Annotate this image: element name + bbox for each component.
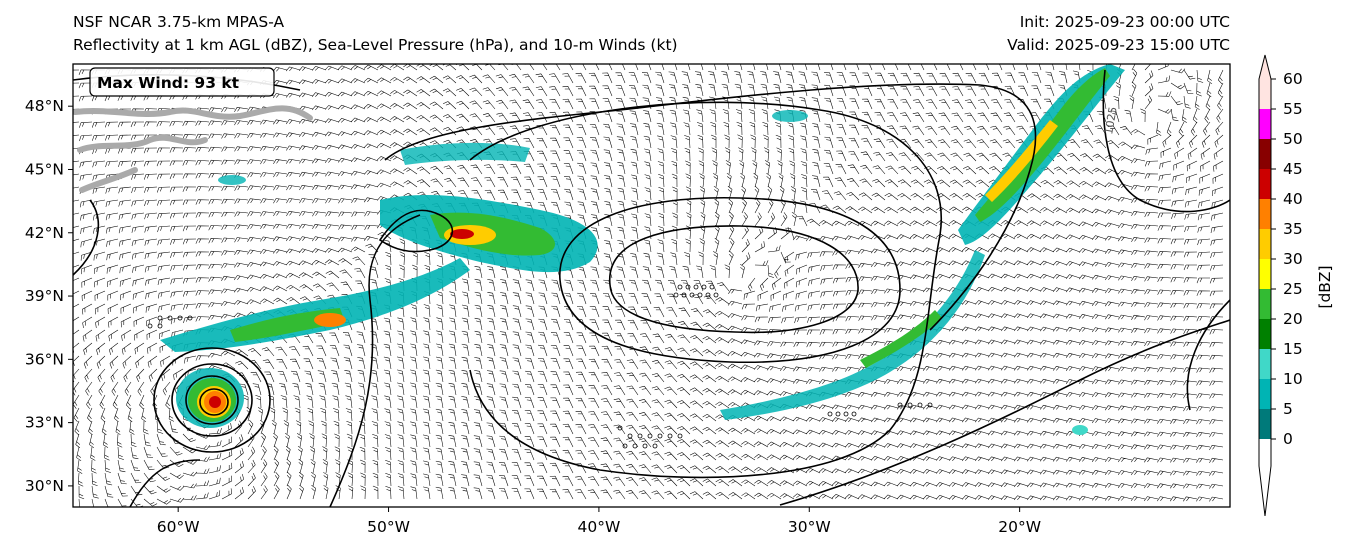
lon-tick-label: 20°W [998, 518, 1041, 536]
lat-tick-label: 42°N [25, 224, 64, 242]
colorbar-tick-label: 55 [1283, 100, 1303, 118]
colorbar-segment [1259, 79, 1271, 109]
colorbar-tick-label: 0 [1283, 430, 1293, 448]
colorbar-tick-label: 35 [1283, 220, 1303, 238]
longitude-axis: 60°W 50°W 40°W 30°W 20°W [157, 507, 1041, 536]
colorbar-tick-label: 15 [1283, 340, 1303, 358]
colorbar-segment [1259, 259, 1271, 289]
max-wind-label: Max Wind: 93 kt [97, 74, 240, 92]
cell-north [772, 110, 808, 122]
frontal-band-south [720, 250, 985, 420]
colorbar-segment [1259, 139, 1271, 169]
field-description: Reflectivity at 1 km AGL (dBZ), Sea-Leve… [73, 36, 678, 54]
colorbar-lower-extension [1259, 466, 1271, 516]
colorbar-segment [1259, 229, 1271, 259]
init-time: Init: 2025-09-23 00:00 UTC [1019, 13, 1230, 31]
max-wind-badge: Max Wind: 93 kt [89, 67, 275, 97]
cell-northwest [218, 175, 246, 185]
valid-time: Valid: 2025-09-23 15:00 UTC [1007, 36, 1230, 54]
north-band [400, 142, 530, 165]
colorbar-segment [1259, 169, 1271, 199]
colorbar: 0 5 10 15 20 25 30 35 40 45 50 55 60 [1258, 54, 1303, 517]
isobar-label: 1025 [1102, 106, 1120, 136]
frontal-band-northeast-max [985, 120, 1058, 202]
lon-tick-label: 30°W [788, 518, 831, 536]
lat-tick-label: 48°N [25, 97, 64, 115]
colorbar-upper-extension [1259, 55, 1271, 79]
colorbar-tick-label: 10 [1283, 370, 1303, 388]
colorbar-tick-label: 5 [1283, 400, 1293, 418]
lon-tick-label: 40°W [578, 518, 621, 536]
rainband-west-max [314, 313, 346, 327]
lat-tick-label: 36°N [25, 350, 64, 368]
reflectivity-areas [160, 64, 1125, 435]
colorbar-segment [1259, 349, 1271, 379]
cell-southeast [1072, 425, 1088, 435]
lat-tick-label: 45°N [25, 160, 64, 178]
colorbar-tick-label: 45 [1283, 160, 1303, 178]
latitude-axis: 48°N 45°N 42°N 39°N 36°N 33°N 30°N [25, 97, 73, 495]
lat-tick-label: 33°N [25, 414, 64, 432]
colorbar-segment [1259, 379, 1271, 409]
isobars [73, 69, 1230, 507]
lon-tick-label: 50°W [367, 518, 410, 536]
lat-tick-label: 39°N [25, 287, 64, 305]
colorbar-segment [1259, 199, 1271, 229]
lon-tick-label: 60°W [157, 518, 200, 536]
colorbar-segment [1259, 319, 1271, 349]
lat-tick-label: 30°N [25, 477, 64, 495]
colorbar-segment [1259, 109, 1271, 139]
colorbar-tick-label: 25 [1283, 280, 1303, 298]
map-frame [72, 63, 1231, 508]
colorbar-tick-label: 60 [1283, 70, 1303, 88]
model-title: NSF NCAR 3.75-km MPAS-A [73, 13, 285, 31]
colorbar-title: [dBZ] [1316, 265, 1334, 308]
colorbar-segment [1259, 409, 1271, 439]
colorbar-segment [1259, 289, 1271, 319]
coastline [73, 105, 313, 193]
calm-wind-markers [147, 284, 933, 449]
central-cluster-max [450, 229, 474, 239]
colorbar-tick-label: 50 [1283, 130, 1303, 148]
colorbar-tick-label: 20 [1283, 310, 1303, 328]
colorbar-tick-label: 40 [1283, 190, 1303, 208]
colorbar-below-zero [1259, 439, 1271, 466]
frontal-band-south-core [860, 310, 942, 368]
colorbar-tick-label: 30 [1283, 250, 1303, 268]
